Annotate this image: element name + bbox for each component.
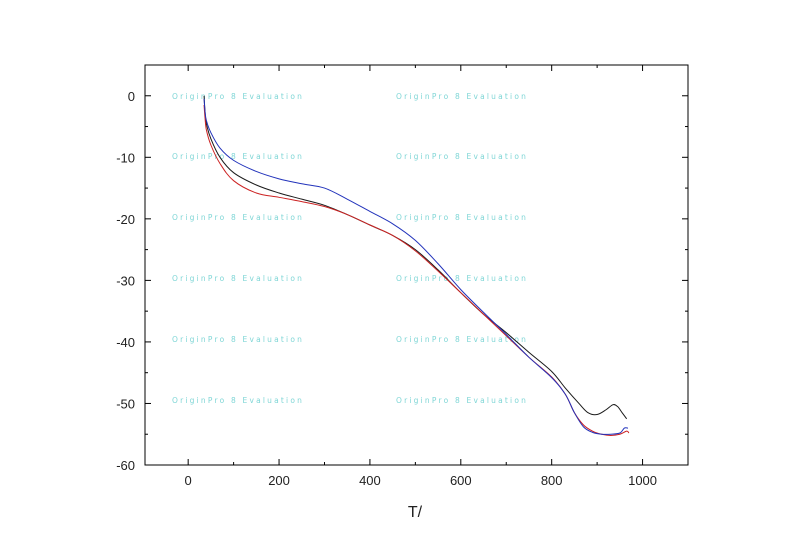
watermark-text: OriginPro 8 Evaluation [172,274,304,283]
series-line-1 [203,95,628,420]
plot-frame [144,64,689,466]
y-tick-label: -50 [116,396,135,411]
watermark-text: OriginPro 8 Evaluation [396,152,528,161]
watermark-text: OriginPro 8 Evaluation [172,152,304,161]
x-axis-title: T/ [408,504,423,521]
watermark-text: OriginPro 8 Evaluation [396,335,528,344]
y-tick-label: 0 [128,89,135,104]
x-tick-label: 0 [185,473,192,488]
x-tick-label: 200 [268,473,290,488]
y-tick-label: -10 [116,150,135,165]
x-axis: 0 200 400 600 800 1000 [185,65,689,488]
x-tick-label: 400 [359,473,381,488]
y-tick-label: -30 [116,273,135,288]
y-axis: 0 -10 -20 -30 -40 -50 -60 [116,64,688,473]
y-tick-label: -40 [116,335,135,350]
watermark-text: OriginPro 8 Evaluation [396,213,528,222]
series-line-2 [203,104,630,436]
watermark-text: OriginPro 8 Evaluation [172,335,304,344]
watermark-text: OriginPro 8 Evaluation [396,92,528,101]
series-line-3 [203,98,629,435]
watermark-layer: OriginPro 8 Evaluation OriginPro 8 Evalua… [172,92,528,405]
x-tick-label: 800 [541,473,563,488]
y-tick-label: -20 [116,212,135,227]
watermark-text: OriginPro 8 Evaluation [172,396,304,405]
watermark-text: OriginPro 8 Evaluation [396,274,528,283]
watermark-text: OriginPro 8 Evaluation [172,213,304,222]
y-tick-label: -60 [116,458,135,473]
x-tick-label: 1000 [628,473,657,488]
watermark-text: OriginPro 8 Evaluation [396,396,528,405]
watermark-text: OriginPro 8 Evaluation [172,92,304,101]
x-tick-label: 600 [450,473,472,488]
series-layer [203,95,630,436]
